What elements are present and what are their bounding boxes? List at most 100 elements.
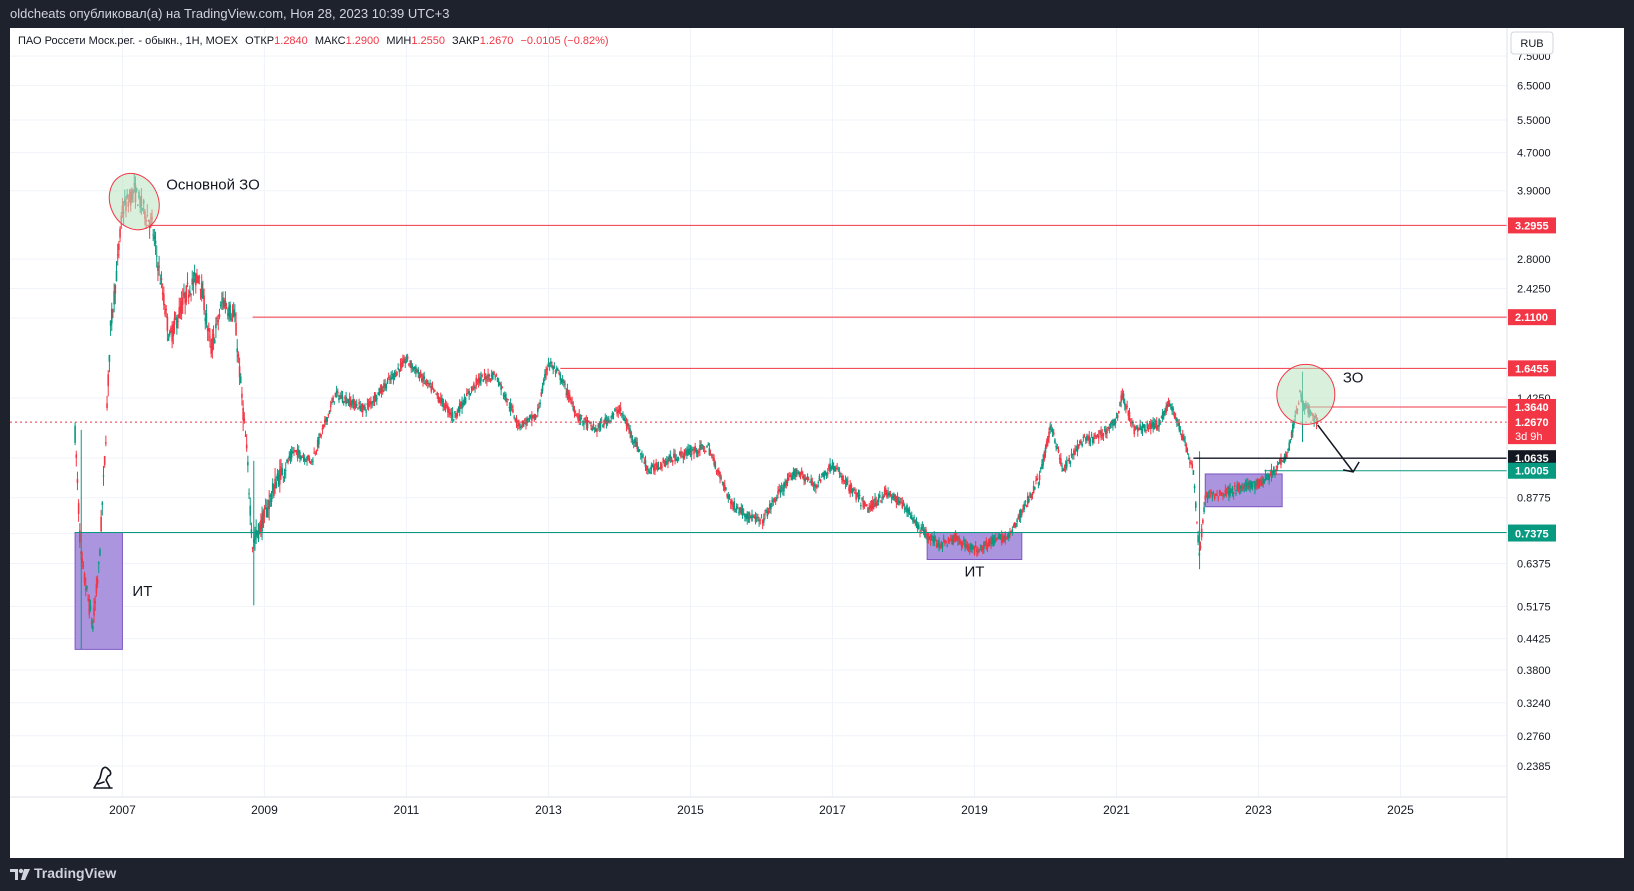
candle-body	[196, 274, 198, 279]
candle-body	[294, 450, 296, 452]
candle-body	[660, 461, 662, 469]
candle-body	[513, 416, 515, 418]
candle-body	[1282, 461, 1285, 463]
candle-body	[1183, 437, 1185, 441]
candle-body	[545, 369, 547, 376]
candle-body	[1105, 430, 1107, 435]
candle-body	[1238, 484, 1241, 491]
dino-icon[interactable]	[93, 766, 113, 789]
candle-body	[299, 452, 301, 459]
candle-body	[684, 451, 687, 454]
candle-body	[94, 600, 97, 604]
candle-body	[645, 466, 648, 471]
candle-body	[1249, 481, 1252, 488]
candle-body	[461, 402, 463, 409]
candle-body	[1151, 424, 1153, 427]
candle-body	[460, 402, 462, 407]
candle-body	[681, 452, 683, 454]
candle-body	[522, 421, 525, 427]
candle-body	[337, 391, 339, 394]
candle-body	[267, 507, 269, 511]
candle-body	[977, 550, 979, 553]
candle-body	[1284, 454, 1287, 459]
price-label: 1.6455	[1515, 363, 1549, 375]
candle-body	[1069, 460, 1072, 464]
candle-body	[357, 408, 359, 410]
candle-body	[377, 392, 379, 394]
candle-body	[354, 404, 357, 408]
candle-body	[96, 579, 99, 584]
currency-button[interactable]: RUB	[1510, 31, 1554, 55]
candle-body	[473, 383, 475, 389]
candle-body	[1037, 482, 1040, 484]
candle-body	[426, 380, 429, 384]
candle-body	[179, 306, 182, 312]
candle-body	[548, 364, 551, 367]
candle-body	[861, 497, 863, 500]
candle-body	[628, 427, 630, 430]
candle-body	[107, 374, 110, 387]
candle-body	[708, 448, 711, 455]
candle-body	[507, 399, 510, 401]
candle-body	[694, 446, 696, 451]
candle-body	[1260, 481, 1262, 486]
candle-body	[791, 475, 794, 480]
candle-body	[1028, 498, 1030, 503]
candle-body	[1076, 444, 1079, 452]
candle-body	[277, 474, 280, 486]
candle-body	[1122, 393, 1125, 402]
candle-body	[280, 466, 282, 471]
candle-body	[1191, 463, 1194, 468]
candle-body	[289, 452, 292, 459]
candle-body	[346, 401, 349, 403]
candle-body	[403, 357, 405, 364]
candle-body	[945, 541, 947, 544]
candle-body	[670, 457, 673, 462]
tradingview-logo-icon[interactable]	[10, 866, 30, 882]
candle-body	[567, 392, 570, 399]
candle-body	[386, 380, 389, 384]
candle-body	[495, 374, 498, 376]
candle-body	[335, 390, 338, 394]
candle-body	[641, 455, 643, 458]
candle-body	[1077, 444, 1080, 449]
candle-body	[900, 498, 902, 500]
candle-body	[739, 507, 741, 512]
candle-body	[1190, 462, 1192, 464]
candle-body	[1197, 535, 1199, 543]
chart-grid	[10, 28, 1507, 797]
candle-body	[786, 478, 789, 484]
candle-body	[707, 443, 710, 445]
candle-body	[1067, 459, 1069, 461]
candle-body	[276, 473, 279, 479]
candle-body	[1292, 424, 1294, 433]
candle-body	[1241, 486, 1243, 489]
candle-body	[1166, 404, 1169, 408]
x-tick-label: 2023	[1245, 803, 1272, 817]
candle-body	[1064, 464, 1067, 469]
candle-body	[687, 448, 689, 453]
candle-body	[223, 299, 225, 308]
candle-body	[1247, 482, 1249, 489]
open-label: ОТКР	[245, 35, 274, 47]
candle-body	[271, 483, 274, 493]
candle-body	[270, 498, 273, 502]
candle-body	[526, 419, 528, 424]
candle-body	[1141, 424, 1144, 432]
candle-body	[254, 536, 256, 541]
candle-body	[447, 405, 449, 413]
candle-body	[338, 397, 340, 401]
candle-body	[572, 406, 575, 411]
candle-body	[701, 444, 704, 446]
candle-body	[1236, 484, 1238, 491]
candle-body	[792, 471, 795, 477]
chart-legend: ПАО Россети Моск.рег. - обыкн., 1Н, MOEX…	[18, 35, 609, 47]
candle-body	[805, 478, 808, 480]
candle-body	[542, 379, 545, 385]
candle-body	[263, 508, 266, 518]
candle-body	[355, 403, 358, 406]
candle-body	[153, 236, 156, 240]
candle-body	[612, 413, 615, 415]
candle-body	[412, 367, 415, 370]
